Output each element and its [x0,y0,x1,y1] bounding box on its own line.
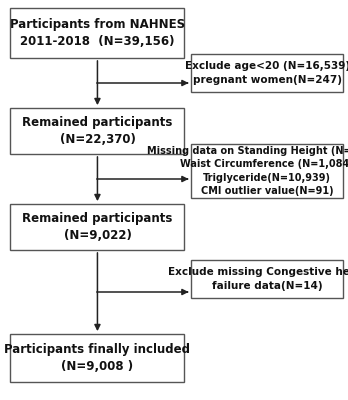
FancyBboxPatch shape [10,334,184,382]
Text: Remained participants
(N=9,022): Remained participants (N=9,022) [22,212,173,242]
FancyBboxPatch shape [191,144,343,198]
Text: Remained participants
(N=22,370): Remained participants (N=22,370) [22,116,173,146]
FancyBboxPatch shape [10,108,184,154]
Text: Participants from NAHNES
2011-2018  (N=39,156): Participants from NAHNES 2011-2018 (N=39… [10,18,185,48]
FancyBboxPatch shape [10,204,184,250]
Text: Missing data on Standing Height (N=1,234)
Waist Circumference (N=1,084)
Triglyce: Missing data on Standing Height (N=1,234… [147,146,348,196]
FancyBboxPatch shape [191,54,343,92]
FancyBboxPatch shape [10,8,184,58]
Text: Participants finally included
(N=9,008 ): Participants finally included (N=9,008 ) [5,343,190,373]
Text: Exclude age<20 (N=16,539)
pregnant women(N=247): Exclude age<20 (N=16,539) pregnant women… [184,61,348,85]
FancyBboxPatch shape [191,260,343,298]
Text: Exclude missing Congestive heart
failure data(N=14): Exclude missing Congestive heart failure… [167,267,348,290]
